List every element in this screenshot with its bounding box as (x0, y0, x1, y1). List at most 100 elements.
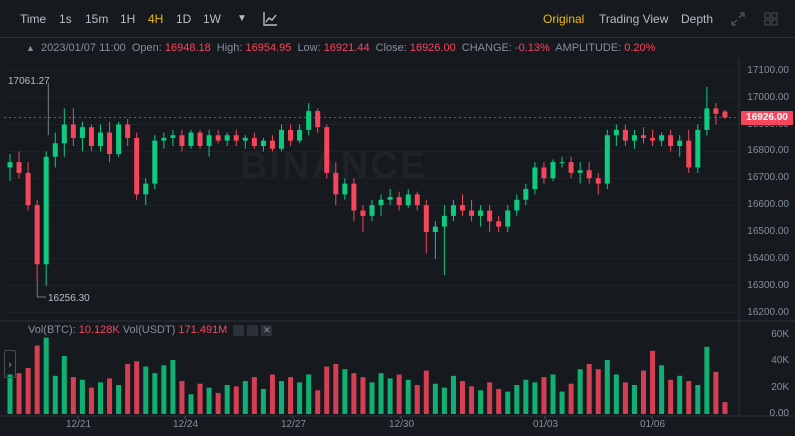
volume-bar (622, 382, 628, 414)
candle-body (541, 167, 547, 179)
volume-bar (550, 374, 556, 414)
fullscreen-icon[interactable] (731, 12, 745, 31)
volume-bar (179, 381, 185, 414)
candle-body (161, 137, 167, 141)
candle-body (532, 167, 538, 189)
volume-bar (604, 360, 610, 414)
volume-bar (188, 394, 194, 414)
volume-bar (541, 377, 547, 414)
volume-bar (107, 378, 113, 414)
volume-bar (487, 382, 493, 414)
volume-bar (641, 370, 646, 414)
view-original[interactable]: Original (543, 12, 585, 26)
price-tick-label: 16800.00 (747, 145, 789, 157)
candle-body (215, 135, 221, 141)
view-depth[interactable]: Depth (681, 12, 714, 26)
volume-bar (297, 382, 303, 414)
candle-body (61, 124, 67, 144)
price-tick-label: 16400.00 (747, 252, 789, 264)
volume-bar (333, 363, 339, 414)
candle-body (586, 170, 592, 179)
timeframe-15m[interactable]: 15m (85, 12, 109, 26)
price-tick-label: 16300.00 (747, 279, 789, 291)
volume-bar (134, 361, 140, 414)
open-value: 16948.18 (164, 42, 211, 54)
current-price-badge: 16926.00 (741, 110, 793, 125)
volume-bar (496, 388, 502, 414)
volume-bar (125, 363, 131, 414)
timeframe-4h[interactable]: 4H (148, 12, 164, 26)
time-tick-label: 01/06 (640, 419, 666, 430)
volume-bar (650, 350, 656, 414)
volume-bar (215, 392, 221, 414)
candle-body (595, 178, 601, 184)
candle-body (604, 135, 610, 184)
volume-bar (152, 373, 158, 414)
volume-bar (143, 366, 149, 414)
vol-btc-label: Vol(BTC): (28, 324, 76, 336)
volume-bar (369, 382, 375, 414)
candle-datetime: 2023/01/07 11:00 (40, 42, 126, 54)
change-value: -0.13% (514, 42, 550, 54)
timeframe-1d[interactable]: 1D (176, 12, 192, 26)
volume-tick-label: 60K (771, 329, 789, 340)
candle-body (550, 162, 556, 179)
volume-bar (61, 356, 67, 414)
binance-watermark: BINANCE (240, 145, 427, 188)
volume-bar (279, 381, 284, 414)
candle-body (668, 135, 674, 146)
price-tick-label: 16600.00 (747, 199, 789, 211)
close-icon[interactable]: ✕ (261, 324, 273, 336)
candle-body (188, 132, 194, 146)
volume-bar (88, 387, 94, 414)
volume-bar (659, 365, 665, 414)
vol-usdt-value: 171.491M (178, 324, 228, 336)
dropdown-caret-icon[interactable]: ▼ (237, 13, 247, 24)
close-value: 16926.00 (409, 42, 456, 54)
volume-bar (306, 374, 312, 414)
volume-bar (559, 391, 565, 414)
indicator-chart-icon[interactable] (263, 12, 278, 31)
volume-bar (532, 382, 538, 414)
candle-body (704, 108, 710, 130)
visibility-icon[interactable] (247, 324, 259, 336)
volume-bar (396, 374, 402, 414)
view-trading-view[interactable]: Trading View (599, 12, 669, 26)
volume-bar (586, 363, 592, 414)
candle-body (396, 197, 402, 206)
volume-bar (686, 381, 692, 414)
volume-bar (432, 383, 438, 414)
ohlc-legend: ▲ 2023/01/07 11:00 Open: 16948.18 High: 16… (0, 38, 740, 58)
volume-bar (206, 387, 212, 414)
candle-body (7, 162, 13, 168)
time-tick-label: 12/21 (66, 419, 92, 430)
collapse-caret-icon[interactable]: ▲ (26, 43, 35, 53)
timeframe-1s[interactable]: 1s (59, 12, 72, 26)
candle-body (98, 132, 103, 146)
volume-bar (98, 382, 103, 414)
candle-body (107, 132, 113, 155)
volume-bar (269, 374, 275, 414)
candle-body (622, 129, 628, 141)
timeframe-1w[interactable]: 1W (203, 12, 221, 26)
volume-bar (450, 375, 456, 414)
candle-body (206, 135, 212, 146)
timeframe-1h[interactable]: 1H (120, 12, 136, 26)
volume-bar (595, 369, 601, 414)
candle-body (16, 162, 22, 173)
grid-layout-icon[interactable] (764, 12, 778, 31)
volume-bar (242, 381, 248, 414)
candle-body (695, 129, 701, 168)
candle-body (496, 221, 502, 227)
low-marker-label: 16256.30 (48, 293, 90, 304)
candle-body (423, 205, 429, 232)
candle-body (369, 205, 375, 216)
collapse-arrow-icon[interactable]: › (4, 350, 16, 378)
time-label[interactable]: Time (20, 12, 47, 26)
candle-body (677, 140, 683, 146)
candle-body (613, 129, 619, 136)
settings-icon[interactable] (233, 324, 245, 336)
volume-bar (695, 385, 701, 414)
volume-bar (523, 379, 529, 414)
